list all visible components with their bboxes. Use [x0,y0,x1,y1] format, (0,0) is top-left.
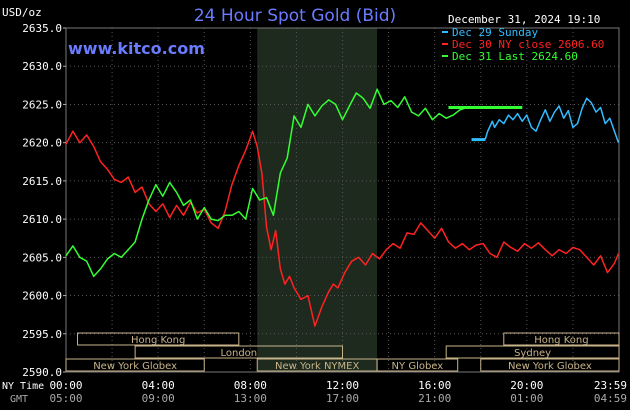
chart-title: 24 Hour Spot Gold (Bid) [194,6,396,26]
plot-frame [65,27,620,373]
y-tick-label: 2620.0 [22,137,62,150]
session-bar: Sydney [445,345,620,359]
price-series [65,88,620,327]
y-tick-label: 2610.0 [22,213,62,226]
x-tick-label-ny: 20:00 [510,379,543,392]
chart-timestamp: December 31, 2024 19:10 [448,13,600,26]
unit-label: USD/oz [2,6,42,19]
session-label: New York Globex [508,361,592,372]
session-bar: Hong Kong [503,332,620,346]
x-tick-label-ny: 12:00 [326,379,359,392]
session-box [445,345,620,359]
x-row-label-gmt: GMT [10,394,28,405]
x-tick-label-gmt: 05:00 [49,392,82,405]
session-label: Hong Kong [534,335,588,346]
x-tick-label-gmt: 17:00 [326,392,359,405]
x-tick-label-ny: 04:00 [142,379,175,392]
legend-item: Dec 29 Sunday [452,26,538,39]
session-box [503,332,620,346]
x-tick-label-ny: 23:59 [594,379,627,392]
legend-item: Dec 31 Last 2624.60 [452,50,578,63]
session-label: New York NYMEX [275,361,360,372]
session-box [65,358,205,372]
session-label: NY Globex [392,361,444,372]
x-tick-label-gmt: 21:00 [418,392,451,405]
x-tick-label-gmt: 01:00 [510,392,543,405]
session-bar: New York NYMEX [256,358,378,372]
x-tick-label-gmt: 13:00 [234,392,267,405]
trading-sessions: Hong Kong Hong Kong London Sydney New York G… [65,332,620,372]
y-axis-ticks: 2635.0 2630.0 2625.0 2620.0 2615.0 2610.0 2605… [22,22,66,379]
y-tick-label: 2635.0 [22,22,62,35]
session-bar: London [134,345,343,359]
x-tick-label-gmt: 04:59 [594,392,627,405]
series-line-dec31 [65,88,523,278]
session-box [480,358,620,372]
x-tick-label-ny: 16:00 [418,379,451,392]
source-watermark: www.kitco.com [68,39,205,58]
session-label: London [220,348,257,359]
session-label: Hong Kong [131,335,185,346]
y-tick-label: 2605.0 [22,251,62,264]
y-tick-label: 2625.0 [22,98,62,111]
session-box [376,358,459,372]
y-tick-label: 2600.0 [22,290,62,303]
session-bar: New York Globex [480,358,620,372]
x-tick-label-gmt: 09:00 [142,392,175,405]
x-row-label-ny: NY Time [2,381,44,392]
session-bar: NY Globex [376,358,459,372]
session-label: New York Globex [93,361,177,372]
legend-item: Dec 30 NY close 2606.60 [452,38,604,51]
session-box [134,345,343,359]
series-line-dec30 [65,130,620,327]
session-bar: Hong Kong [77,332,240,346]
session-label: Sydney [514,348,551,359]
session-bar: New York Globex [65,358,205,372]
y-tick-label: 2615.0 [22,175,62,188]
y-tick-label: 2630.0 [22,60,62,73]
series-line-dec29 [480,97,620,143]
x-tick-label-ny: 08:00 [234,379,267,392]
x-tick-label-ny: 00:00 [49,379,82,392]
y-tick-label: 2590.0 [22,366,62,379]
nymex-session-highlight [257,28,378,372]
session-box [77,332,240,346]
y-tick-label: 2595.0 [22,328,62,341]
